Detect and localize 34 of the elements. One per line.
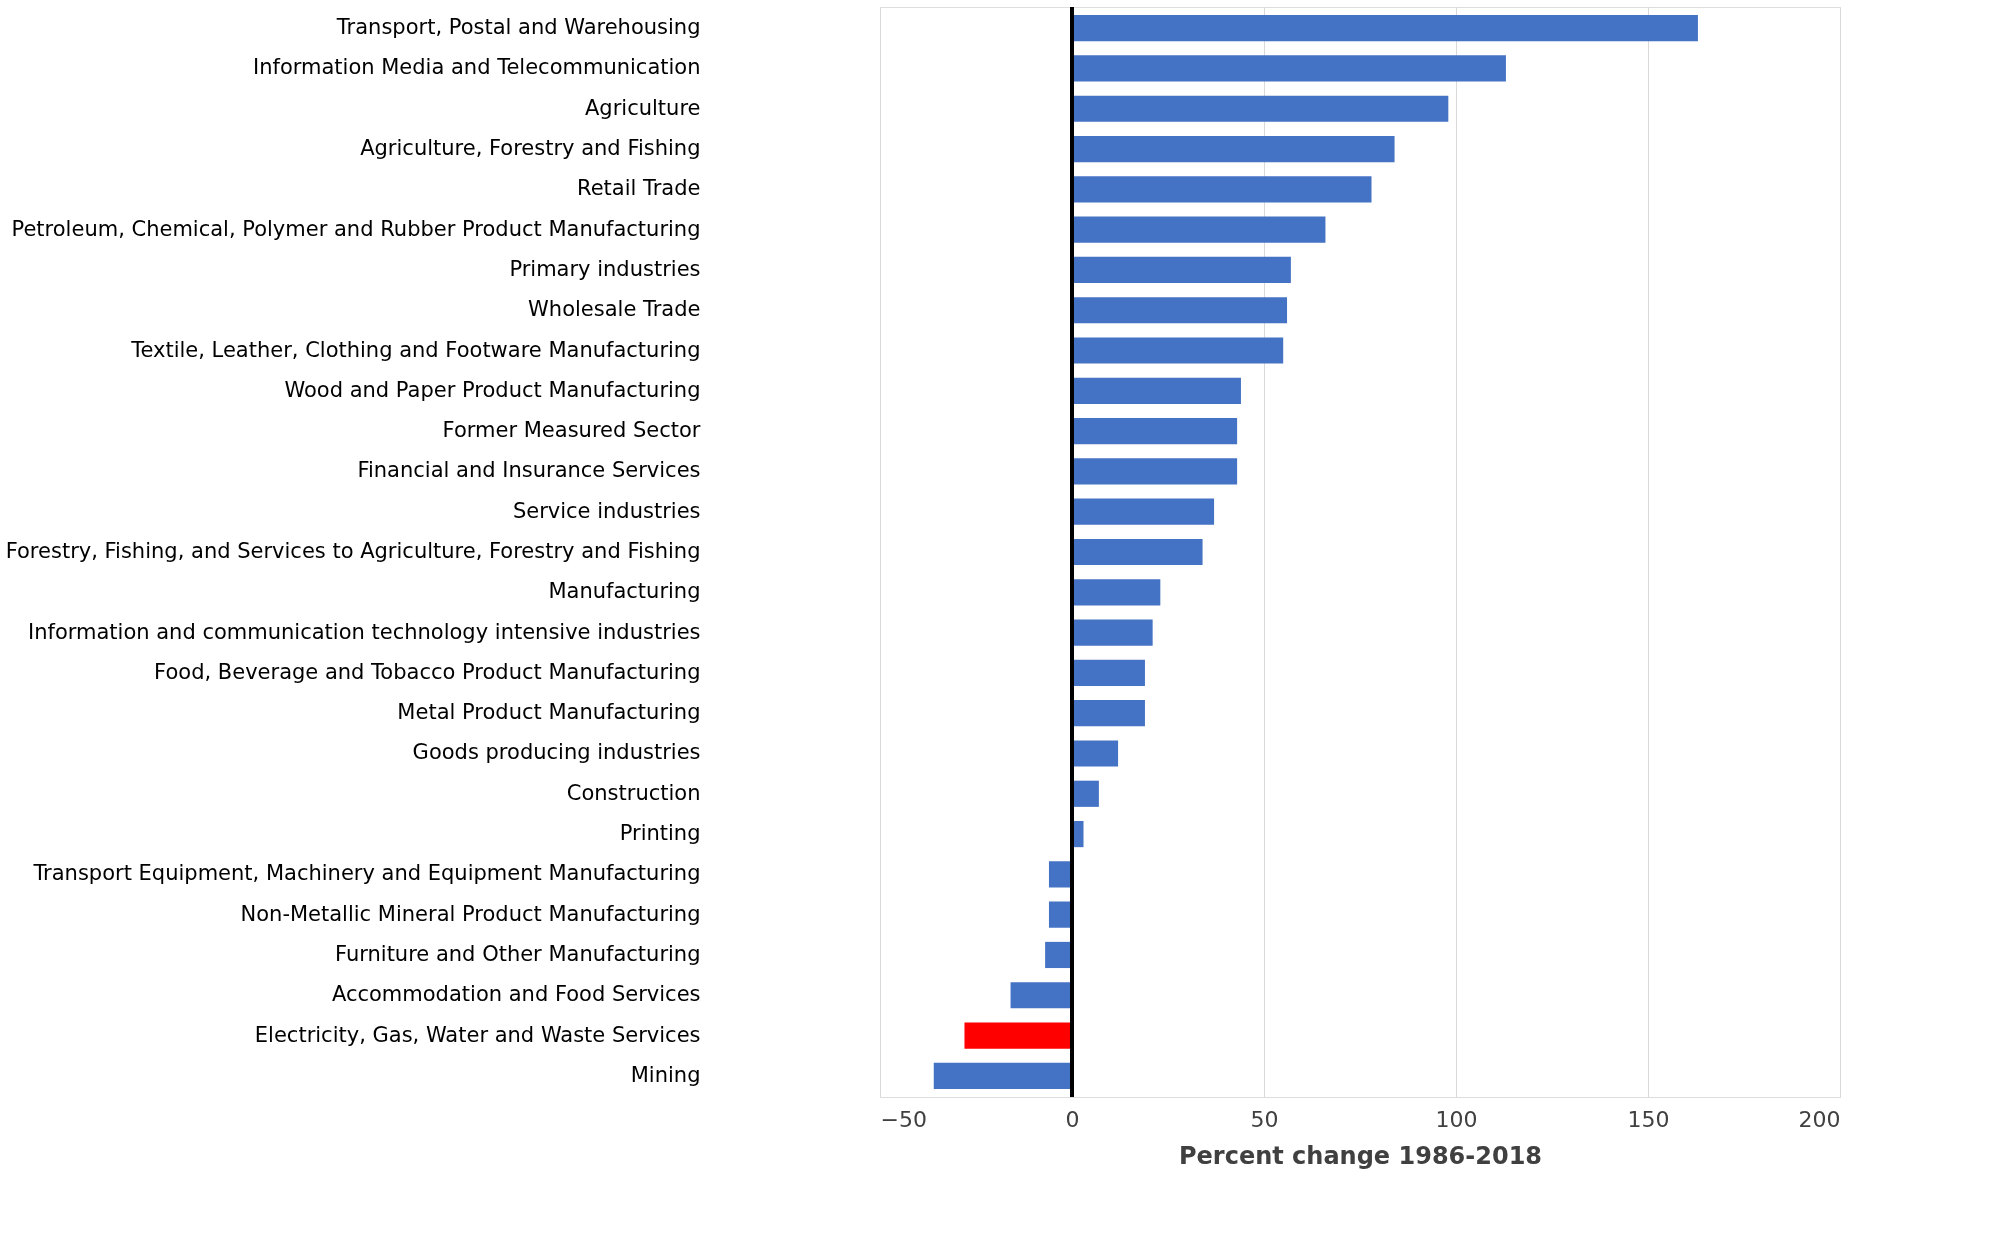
y-tick-label: Food, Beverage and Tobacco Product Manufacturing: [154, 659, 701, 684]
y-tick-label: Information Media and Telecommunication: [252, 55, 701, 80]
y-tick-label: Metal Product Manufacturing: [397, 700, 701, 725]
y-tick-label: Goods producing industries: [412, 740, 701, 765]
y-tick-label: Electricity, Gas, Water and Waste Services: [254, 1022, 701, 1047]
y-tick-label: Mining: [630, 1062, 701, 1087]
y-tick-label: Former Measured Sector: [442, 418, 701, 443]
y-tick-label: Petroleum, Chemical, Polymer and Rubber Product Manufacturing: [11, 216, 701, 241]
y-tick-label: Printing: [619, 821, 701, 846]
y-tick-label: Transport Equipment, Machinery and Equipment Manufacturing: [32, 861, 701, 886]
y-tick-label: Manufacturing: [548, 579, 701, 604]
x-axis-title: Percent change 1986-2018: [1178, 1141, 1543, 1170]
x-tick-label: 50: [1250, 1106, 1279, 1132]
y-tick-label: Information and communication technology intensive industries: [28, 619, 701, 644]
y-tick-label: Primary industries: [509, 256, 701, 281]
y-tick-label: Service industries: [512, 498, 701, 523]
y-tick-label: Wholesale Trade: [528, 297, 701, 322]
y-tick-label: Financial and Insurance Services: [357, 458, 701, 483]
y-tick-label: Textile, Leather, Clothing and Footware Manufacturing: [130, 337, 701, 362]
y-tick-label: Transport, Postal and Warehousing: [335, 15, 701, 40]
y-tick-label: Forestry, Fishing, and Services to Agriculture, Forestry and Fishing: [5, 539, 701, 563]
y-tick-label: Retail Trade: [576, 176, 701, 201]
y-tick-label: Accommodation and Food Services: [331, 982, 701, 1007]
y-tick-label: Agriculture, Forestry and Fishing: [360, 136, 701, 161]
y-tick-label: Agriculture: [585, 95, 701, 120]
x-tick-label: 100: [1435, 1106, 1478, 1132]
y-tick-label: Construction: [566, 780, 701, 805]
y-tick-label: Furniture and Other Manufacturing: [334, 941, 701, 966]
x-tick-label: 200: [1798, 1106, 1841, 1132]
x-tick-label: 0: [1065, 1106, 1080, 1132]
y-tick-label: Non-Metallic Mineral Product Manufacturing: [240, 901, 701, 926]
x-tick-label: 150: [1627, 1106, 1670, 1132]
x-tick-label: −50: [880, 1106, 927, 1132]
y-tick-label: Wood and Paper Product Manufacturing: [284, 377, 701, 402]
